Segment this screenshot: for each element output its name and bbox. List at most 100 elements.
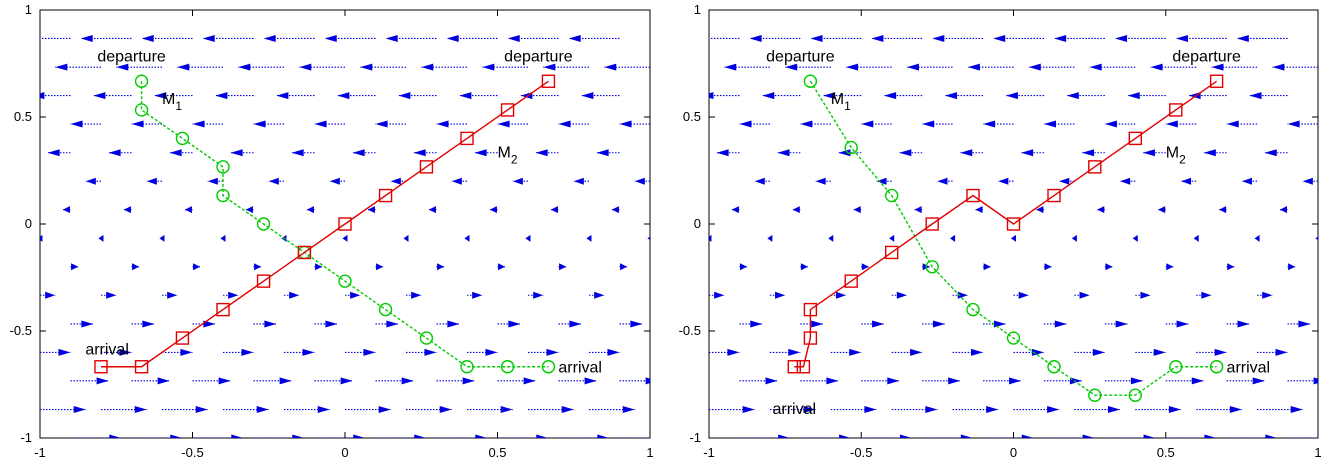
path-m2-point (844, 274, 858, 288)
field-arrow-head (342, 234, 348, 242)
field-arrow-head (1175, 34, 1188, 42)
field-arrow-head (131, 120, 144, 128)
field-arrow-head (823, 92, 836, 100)
field-arrow-head (630, 320, 643, 328)
field-arrow-head (398, 92, 411, 100)
y-tick-label: 0.5 (683, 109, 701, 124)
field-arrow-head (993, 320, 1006, 328)
field-arrow-head (45, 291, 56, 299)
field-arrow-head (1288, 263, 1296, 271)
field-arrow-head (750, 320, 763, 328)
y-tick-label: 0 (694, 216, 701, 231)
path-m1-point (844, 140, 858, 155)
path-m2-point (925, 217, 939, 231)
path-label-subscript: 1 (844, 99, 851, 113)
field-arrow-head (352, 149, 365, 157)
field-arrow-head (207, 177, 218, 185)
field-arrow-head (390, 177, 401, 185)
field-arrow-head (367, 206, 375, 214)
field-arrow-head (604, 63, 617, 71)
x-tick-label: -1 (34, 445, 46, 460)
field-arrow-head (360, 63, 373, 71)
y-tick-label: 0.5 (14, 109, 32, 124)
field-arrow-head (1097, 206, 1105, 214)
field-arrow-head (800, 120, 813, 128)
path-m2-point (500, 103, 515, 117)
y-tick-label: -1 (20, 430, 32, 445)
field-arrow-head (474, 149, 487, 157)
field-arrow-head (709, 92, 714, 100)
field-arrow-head (231, 434, 244, 438)
field-arrow-head (1143, 434, 1156, 438)
field-arrow-head (910, 348, 923, 356)
field-arrow-head (132, 263, 140, 271)
path-m2-point (803, 302, 818, 317)
field-arrow-head (500, 406, 513, 414)
field-arrow-head (1265, 434, 1278, 438)
field-arrow-head (350, 291, 361, 299)
field-arrow-head (861, 263, 869, 271)
field-arrow-head (385, 34, 398, 42)
field-arrow-head (950, 234, 956, 242)
path-m2-point (1128, 131, 1143, 146)
field-arrow-head (508, 320, 521, 328)
field-arrow-head (765, 377, 778, 385)
field-arrow-head (559, 263, 567, 271)
field-arrow-head (276, 92, 289, 100)
field-arrow-head (986, 406, 999, 414)
field-arrow-head (446, 34, 459, 42)
field-arrow-head (993, 34, 1006, 42)
field-arrow-head (932, 34, 945, 42)
field-arrow-head (762, 92, 775, 100)
field-arrow-head (1054, 34, 1067, 42)
field-arrow-head (228, 291, 239, 299)
field-arrow-head (507, 34, 520, 42)
field-arrow-head (785, 63, 798, 71)
x-tick-label: 0.5 (488, 445, 506, 460)
path-m2-point (378, 188, 393, 203)
field-arrow-head (1009, 377, 1022, 385)
field-arrow-head (957, 291, 968, 299)
field-arrow-head (896, 291, 907, 299)
field-arrow-head (864, 406, 877, 414)
field-arrow-head (899, 434, 912, 438)
field-arrow-head (256, 406, 269, 414)
field-arrow-head (1066, 92, 1079, 100)
field-arrow-head (329, 177, 340, 185)
field-arrow-head (464, 234, 470, 242)
field-arrow-head (1191, 377, 1204, 385)
field-arrow-head (1204, 434, 1217, 438)
field-arrow-head (1079, 291, 1090, 299)
field-arrow-head (302, 348, 315, 356)
field-arrow-head (568, 34, 581, 42)
field-arrow-head (1082, 434, 1095, 438)
field-arrow-head (558, 120, 571, 128)
field-arrow-head (1120, 177, 1131, 185)
field-arrow-head (218, 377, 231, 385)
field-arrow-head (1219, 206, 1227, 214)
field-arrow-head (459, 92, 472, 100)
field-arrow-head (220, 234, 226, 242)
field-arrow-head (775, 291, 786, 299)
chart-panel-left: -1 -0.5 0 0.5 1 -1 -0.5 0 0.5 1 departure departure… (10, 2, 654, 460)
path-label-subscript: 2 (1179, 153, 1186, 167)
field-arrow-head (1214, 348, 1227, 356)
path-label: M2 (1166, 145, 1186, 167)
field-arrow-head (306, 206, 314, 214)
y-tick-label: -1 (689, 430, 701, 445)
field-arrow-head (1028, 63, 1041, 71)
field-arrow-head (421, 63, 434, 71)
field-arrow-head (1302, 177, 1313, 185)
field-arrow-head (58, 348, 71, 356)
path-m2-point (966, 188, 980, 203)
field-arrow-head (1272, 63, 1285, 71)
field-arrow-head (203, 320, 216, 328)
field-arrow-head (268, 177, 279, 185)
path-m2-point (1006, 217, 1021, 231)
field-arrow-head (1229, 406, 1242, 414)
field-arrow-head (960, 149, 973, 157)
field-arrow-head (20, 35, 32, 42)
field-arrow-head (647, 236, 650, 241)
field-arrow-head (872, 320, 885, 328)
field-arrow-head (314, 120, 327, 128)
